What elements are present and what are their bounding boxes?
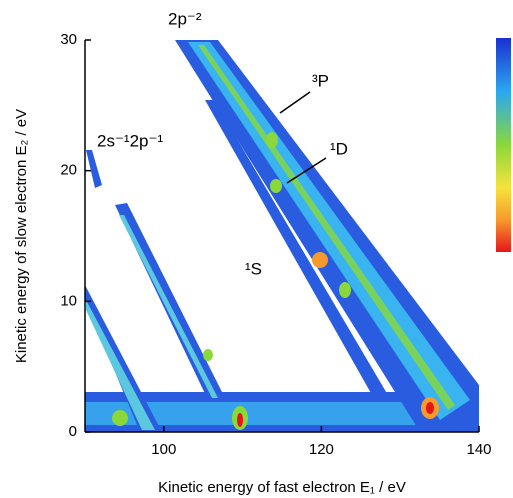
annotation-line (286, 157, 327, 184)
y-tick-label: 10 (60, 292, 77, 309)
y-axis-label: Kinetic energy of slow electron E₂ / eV (13, 109, 30, 363)
annotation-line (279, 91, 311, 114)
annotation: ¹D (330, 139, 348, 158)
annotation: ³P (312, 71, 329, 90)
color-bar (496, 38, 511, 252)
x-tick-label: 100 (151, 441, 176, 458)
annotation: ¹S (245, 259, 262, 278)
x-axis-label: Kinetic energy of fast electron E₁ / eV (158, 479, 406, 496)
annotation: 2p⁻² (168, 9, 202, 28)
y-tick-label: 20 (60, 162, 77, 179)
annotation: 2s⁻¹2p⁻¹ (97, 131, 163, 150)
y-tick-label: 0 (69, 423, 77, 440)
contour-field (85, 40, 479, 432)
x-tick-label: 120 (309, 441, 334, 458)
y-tick-label: 30 (60, 31, 77, 48)
x-tick-label: 140 (466, 441, 491, 458)
